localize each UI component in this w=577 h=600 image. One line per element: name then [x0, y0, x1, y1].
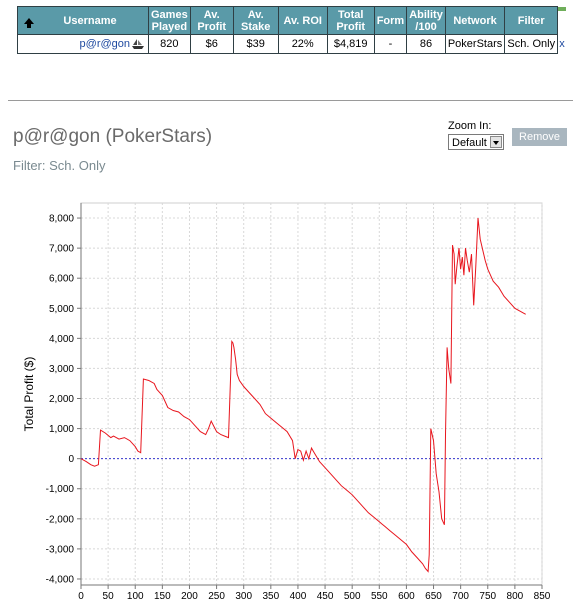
header-total-profit[interactable]: Total Profit: [326, 6, 375, 35]
filter-label: Filter: Sch. Only: [13, 158, 106, 173]
total-profit-cell: $4,819: [326, 34, 375, 54]
sort-up-icon[interactable]: [24, 17, 34, 28]
y-tick-label: 7,000: [49, 244, 74, 255]
username-link[interactable]: p@r@gon: [79, 38, 130, 50]
chevron-down-icon[interactable]: [490, 136, 502, 148]
y-tick-label: 4,000: [49, 334, 74, 345]
x-tick-label: 150: [154, 591, 171, 600]
header-av-roi[interactable]: Av. ROI: [277, 6, 328, 35]
header-ability[interactable]: Ability /100: [406, 6, 446, 35]
x-tick-label: 450: [317, 591, 334, 600]
x-tick-label: 0: [78, 591, 84, 600]
y-tick-label: 8,000: [49, 214, 74, 225]
x-axis-ticks: 0 50 100 150 200 250 300 350 400 450 500 550 600 650 7…: [78, 585, 551, 600]
remove-row-link[interactable]: x: [557, 34, 571, 54]
zoom-select-value: Default: [452, 137, 487, 149]
filter-cell: Sch. Only: [504, 34, 559, 54]
header-spacer: [558, 7, 571, 35]
x-tick-label: 500: [344, 591, 361, 600]
y-tick-label: -1,000: [46, 484, 75, 495]
zoom-label: Zoom In:: [448, 120, 492, 132]
y-axis-label: Total Profit ($): [22, 357, 36, 432]
series-line-total-profit: [80, 217, 526, 573]
zoom-select[interactable]: Default: [448, 134, 504, 150]
profit-chart: 0 50 100 150 200 250 300 350 400 450 500 550 600 650 7…: [22, 202, 551, 600]
header-network[interactable]: Network: [444, 6, 506, 35]
player-stats-table: Username Games Played Av. Profit Av. Sta…: [17, 6, 571, 54]
x-tick-label: 550: [371, 591, 388, 600]
chart-axes: [80, 203, 542, 586]
header-av-profit[interactable]: Av. Profit: [189, 6, 234, 35]
section-divider: [8, 100, 573, 101]
y-tick-label: -2,000: [46, 514, 75, 525]
header-filter[interactable]: Filter: [504, 6, 559, 35]
x-tick-label: 350: [262, 591, 279, 600]
av-roi-cell: 22%: [277, 34, 328, 54]
av-profit-cell: $6: [189, 34, 234, 54]
form-cell: -: [373, 34, 408, 54]
y-axis-ticks: -4,000 -3,000 -2,000 -1,000 0 1,000 2,000 3,000…: [46, 214, 81, 585]
remove-button[interactable]: Remove: [512, 128, 567, 146]
x-tick-label: 300: [235, 591, 252, 600]
y-tick-label: 6,000: [49, 274, 74, 285]
av-stake-cell: $39: [232, 34, 279, 54]
ship-icon: [132, 39, 144, 50]
x-tick-label: 600: [398, 591, 415, 600]
username-cell[interactable]: p@r@gon: [17, 34, 149, 54]
y-tick-label: 3,000: [49, 364, 74, 375]
y-tick-label: 2,000: [49, 394, 74, 405]
x-tick-label: 650: [425, 591, 442, 600]
header-av-stake[interactable]: Av. Stake: [232, 6, 279, 35]
x-tick-label: 850: [534, 591, 551, 600]
x-tick-label: 250: [208, 591, 225, 600]
x-tick-label: 200: [181, 591, 198, 600]
x-tick-label: 700: [452, 591, 469, 600]
y-tick-label: 0: [68, 454, 74, 465]
plot-area: [80, 202, 543, 586]
y-tick-label: 5,000: [49, 304, 74, 315]
x-tick-label: 100: [127, 591, 144, 600]
y-tick-label: 1,000: [49, 424, 74, 435]
network-cell: PokerStars: [444, 34, 506, 54]
y-tick-label: -3,000: [46, 544, 75, 555]
x-tick-label: 750: [479, 591, 496, 600]
header-form[interactable]: Form: [373, 6, 408, 35]
x-tick-label: 800: [507, 591, 524, 600]
games-played-cell: 820: [148, 34, 191, 54]
x-tick-label: 400: [290, 591, 307, 600]
header-username[interactable]: Username: [17, 6, 149, 35]
chart-grid: [80, 202, 543, 586]
page-title: p@r@gon (PokerStars): [13, 126, 213, 147]
x-tick-label: 50: [103, 591, 115, 600]
header-games-played[interactable]: Games Played: [148, 6, 191, 35]
y-tick-label: -4,000: [46, 574, 75, 585]
table-row: p@r@gon 820 $6 $39 22% $4,819 - 86 Poker…: [17, 34, 571, 54]
ability-cell: 86: [406, 34, 446, 54]
